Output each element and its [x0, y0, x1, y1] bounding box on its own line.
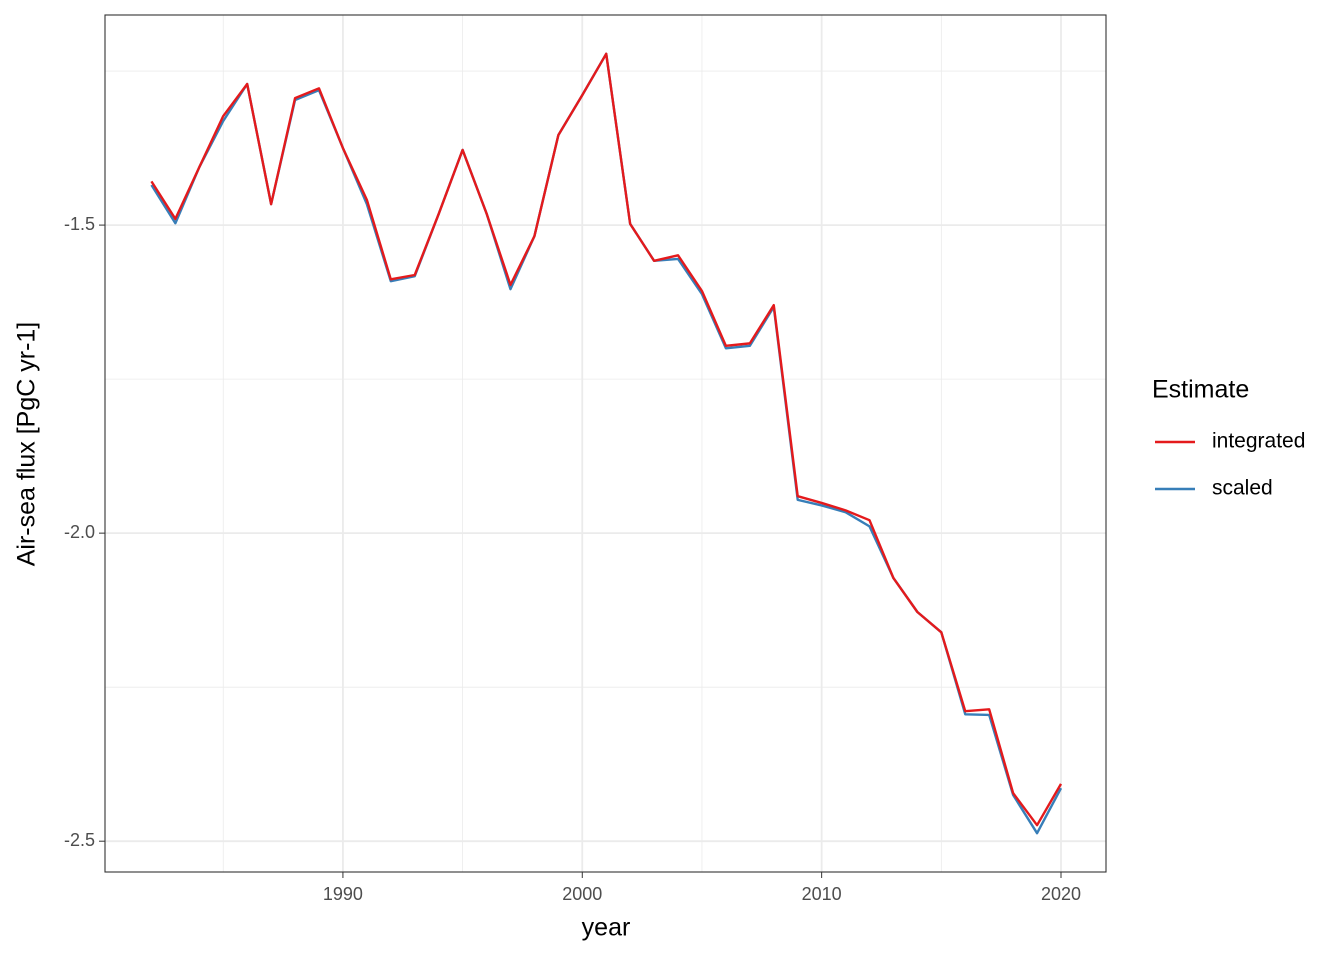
y-tick-label: -1.5 [64, 214, 95, 234]
series-line [150, 52, 1063, 835]
x-tick-label: 2000 [562, 884, 602, 904]
x-tick-label: 1990 [323, 884, 363, 904]
x-tick-label: 2010 [802, 884, 842, 904]
y-axis-title: Air-sea flux [PgC yr-1] [13, 322, 41, 567]
legend-title: Estimate [1152, 376, 1249, 404]
x-tick-label: 2020 [1041, 884, 1081, 904]
series-line [150, 52, 1063, 827]
panel-border [104, 14, 1107, 873]
legend-label: integrated [1212, 430, 1305, 453]
x-axis-title: year [582, 914, 631, 942]
y-tick-label: -2.0 [64, 522, 95, 542]
legend-label: scaled [1212, 477, 1273, 500]
y-tick-label: -2.5 [64, 830, 95, 850]
